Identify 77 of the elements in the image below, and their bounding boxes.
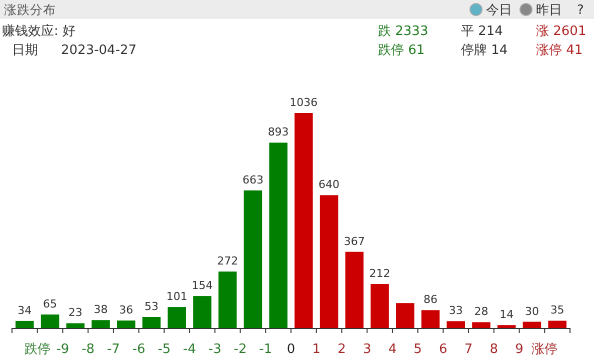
data-label: 367 [344, 234, 365, 248]
annotation: 赚钱效应: 好 [2, 24, 76, 39]
x-tick-label: -7 [106, 342, 120, 357]
data-label: 640 [318, 178, 340, 192]
annotation: 涨 2601 [536, 24, 586, 39]
bar [320, 195, 338, 328]
data-label: 154 [192, 279, 213, 292]
x-tick-label: -8 [82, 342, 95, 357]
bar [421, 310, 440, 328]
x-tick-label: 1 [312, 342, 321, 357]
bar [522, 322, 542, 328]
bar [117, 320, 136, 328]
annotation: 日期 [12, 43, 38, 58]
data-label: 53 [144, 300, 158, 313]
x-tick-label: -6 [132, 342, 146, 357]
bar [294, 113, 313, 328]
bar [92, 320, 110, 328]
bar [218, 272, 237, 328]
annotation: 昨日 [536, 3, 562, 18]
data-label: 212 [369, 267, 390, 280]
annotation: 停牌 14 [461, 43, 508, 58]
annotation: 跌 2333 [378, 24, 428, 39]
data-label: 272 [217, 254, 238, 268]
bar [66, 323, 85, 328]
x-tick-label: 5 [414, 342, 422, 357]
bar [244, 190, 262, 328]
data-label: 30 [524, 304, 539, 318]
x-tick-label: 2 [338, 342, 346, 357]
data-label: 65 [43, 298, 58, 311]
data-label: 34 [18, 304, 32, 317]
bar [40, 314, 60, 328]
x-tick-label: -4 [183, 342, 196, 357]
x-tick-label: 9 [515, 342, 524, 357]
annotation: 今日 [486, 3, 512, 18]
data-label: 893 [268, 126, 289, 139]
data-label: 38 [94, 303, 108, 316]
data-label: 1036 [290, 96, 318, 109]
bar [472, 322, 490, 328]
data-label: 28 [474, 305, 488, 318]
bar [168, 307, 186, 328]
data-label: 101 [166, 290, 188, 304]
x-tick-label: -5 [158, 342, 171, 357]
annotation: 2023-04-27 [61, 43, 137, 58]
x-tick-label: -2 [234, 342, 247, 357]
x-tick-label: 涨停 [532, 342, 558, 357]
bar [345, 252, 364, 328]
x-tick-label: 6 [439, 342, 448, 357]
data-label: 35 [550, 304, 564, 317]
annotation: ? [577, 3, 584, 18]
x-tick-label: 8 [490, 342, 498, 357]
data-label: 33 [448, 304, 463, 318]
x-tick-label: 4 [388, 342, 397, 357]
annotation: 平 214 [461, 24, 503, 39]
x-tick-label: 3 [362, 342, 372, 357]
annotation: 涨停 41 [536, 43, 583, 58]
title: 涨跌分布 [4, 2, 56, 17]
bar [396, 303, 414, 328]
annotation: 跌停 61 [378, 43, 425, 58]
bar [548, 320, 566, 328]
x-tick-label: -9 [56, 342, 70, 357]
data-label: 663 [242, 173, 264, 186]
bar [497, 325, 516, 328]
data-label: 86 [424, 293, 438, 306]
bar [142, 317, 161, 328]
data-label: 14 [500, 308, 514, 322]
x-tick-label: 7 [464, 342, 473, 357]
data-label: 23 [68, 306, 82, 320]
x-tick-label: -3 [208, 342, 222, 357]
x-tick-label: -1 [259, 342, 272, 357]
bar [16, 320, 34, 328]
bar [269, 142, 288, 328]
bar [370, 284, 389, 328]
bar [193, 296, 212, 328]
data-label: 36 [119, 304, 134, 317]
x-tick-label: 跌停 [24, 342, 50, 357]
bar [446, 321, 465, 328]
x-tick-label: 0 [286, 342, 296, 357]
